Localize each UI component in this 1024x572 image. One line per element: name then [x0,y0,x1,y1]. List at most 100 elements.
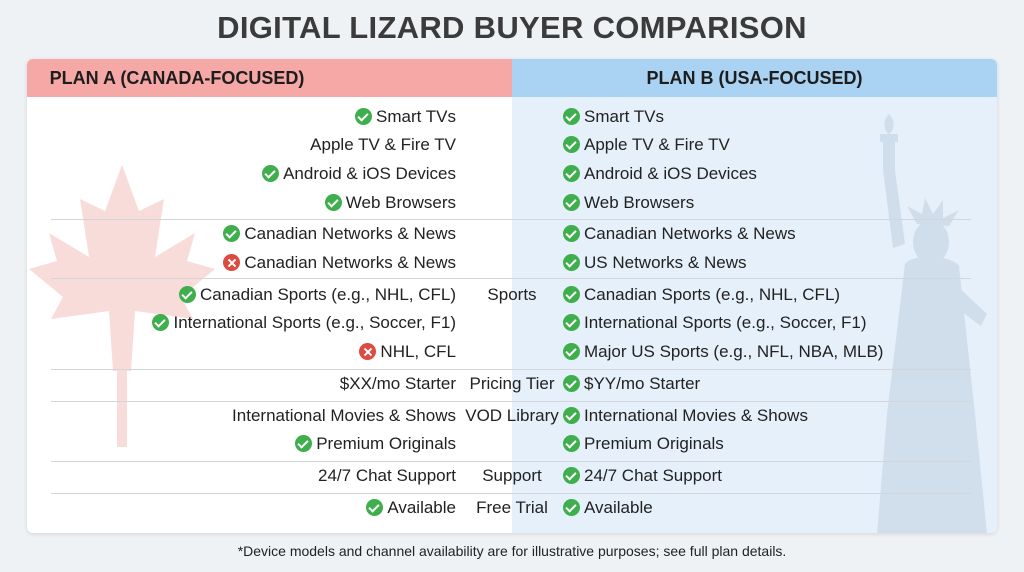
check-icon [563,225,580,242]
plan-a-feature-text: International Movies & Shows [232,406,456,425]
plan-a-feature-text: Canadian Networks & News [244,224,456,243]
check-icon [563,136,580,153]
category-label: Support [482,466,542,485]
plan-b-feature-text: Android & iOS Devices [584,164,757,183]
plan-a-feature-text: Apple TV & Fire TV [310,135,456,154]
plan-a-header-label: PLAN A (CANADA-FOCUSED) [49,68,305,88]
cross-icon [223,254,241,271]
plan-a-feature-text: Canadian Sports (e.g., NHL, CFL) [199,285,456,304]
check-icon [563,108,580,125]
section-divider [51,401,971,402]
check-icon [563,254,580,271]
table-row: Premium Originals Premium Originals [27,429,997,458]
section-divider [51,278,971,279]
plan-b-feature-text: Major US Sports (e.g., NFL, NBA, MLB) [584,342,884,361]
plan-b-header [512,59,997,97]
plan-b-feature-text: US Networks & News [584,253,747,272]
plan-a-cell: Canadian Networks & News [223,248,456,277]
plan-b-cell: Canadian Networks & News [563,219,796,248]
plan-a-cell: NHL, CFL [359,337,456,366]
statue-of-liberty-icon [877,114,987,533]
plan-b-cell: Android & iOS Devices [563,159,757,188]
check-icon [563,343,580,360]
plan-b-feature-text: $YY/mo Starter [584,374,701,393]
table-row: Canadian Sports (e.g., NHL, CFL) Sports Ca… [27,280,997,309]
plan-a-feature-text: $XX/mo Starter [339,374,456,393]
plan-a-feature-text: Available [387,498,456,517]
cross-icon [359,343,377,360]
plan-a-cell: $XX/mo Starter [340,369,456,398]
plan-a-cell: 24/7 Chat Support [318,461,456,490]
category-label: VOD Library [465,406,559,425]
check-icon [563,467,580,484]
check-icon [563,194,580,211]
check-icon [324,194,342,211]
plan-b-cell: 24/7 Chat Support [563,461,722,490]
category-label: Sports [487,285,537,304]
table-row: Web Browsers Web Browsers [27,188,997,217]
plan-a-feature-text: Premium Originals [316,434,456,453]
check-icon [563,375,580,392]
section-divider [51,219,971,220]
check-icon [178,286,196,303]
table-row: International Movies & Shows VOD Library I… [27,401,997,430]
check-icon [223,225,241,242]
plan-b-feature-text: International Sports (e.g., Soccer, F1) [584,313,867,332]
check-icon [366,499,384,516]
plan-b-cell: Smart TVs [563,102,664,131]
plan-a-cell: Apple TV & Fire TV [310,130,456,159]
check-icon [295,435,313,452]
table-row: $XX/mo Starter Pricing Tier $YY/mo Starter [27,369,997,398]
plan-b-cell: Canadian Sports (e.g., NHL, CFL) [563,280,840,309]
check-icon [563,435,580,452]
plan-b-cell: International Movies & Shows [563,401,808,430]
plan-b-cell: International Sports (e.g., Soccer, F1) [563,308,867,337]
plan-a-cell: Premium Originals [295,429,456,458]
plan-b-feature-text: Apple TV & Fire TV [584,135,730,154]
table-row: International Sports (e.g., Soccer, F1) I… [27,308,997,337]
plan-a-feature-text: Canadian Networks & News [244,253,456,272]
plan-b-cell: Premium Originals [563,429,724,458]
table-row: Canadian Networks & News Canadian Network… [27,219,997,248]
plan-b-cell: Major US Sports (e.g., NFL, NBA, MLB) [563,337,883,366]
plan-b-feature-text: Smart TVs [584,107,664,126]
table-row: Available Free Trial Available [27,493,997,522]
section-divider [51,493,971,494]
plan-a-feature-text: 24/7 Chat Support [318,466,456,485]
plan-b-feature-text: 24/7 Chat Support [584,466,722,485]
table-row: Android & iOS Devices Android & iOS Devic… [27,159,997,188]
plan-a-cell: Web Browsers [324,188,456,217]
plan-a-header [27,59,512,97]
plan-a-cell: International Movies & Shows [232,401,456,430]
maple-leaf-icon [29,165,215,447]
plan-b-feature-text: Canadian Sports (e.g., NHL, CFL) [584,285,841,304]
plan-a-cell: International Sports (e.g., Soccer, F1) [152,308,456,337]
table-row: NHL, CFL Major US Sports (e.g., NFL, NBA,… [27,337,997,366]
check-icon [262,165,280,182]
plan-a-feature-text: Android & iOS Devices [283,164,456,183]
comparison-table: PLAN A (CANADA-FOCUSED) PLAN B (USA-FOCU… [27,59,997,533]
check-icon [563,165,580,182]
plan-a-cell: Smart TVs [355,102,456,131]
table-row: Smart TVs Smart TVs [27,102,997,131]
plan-a-feature-text: Web Browsers [345,193,456,212]
plan-b-cell: $YY/mo Starter [563,369,700,398]
plan-b-feature-text: Web Browsers [584,193,695,212]
table-row: Apple TV & Fire TV Apple TV & Fire TV [27,130,997,159]
category-label: Free Trial [476,498,548,517]
check-icon [563,286,580,303]
check-icon [152,314,170,331]
section-divider [51,369,971,370]
plan-b-feature-text: Premium Originals [584,434,724,453]
check-icon [563,499,580,516]
check-icon [563,407,580,424]
plan-b-feature-text: International Movies & Shows [584,406,808,425]
plan-b-cell: Web Browsers [563,188,694,217]
plan-b-feature-text: Canadian Networks & News [584,224,796,243]
plan-a-cell: Canadian Sports (e.g., NHL, CFL) [178,280,456,309]
footnote: *Device models and channel availability … [237,543,787,559]
plan-b-header-label: PLAN B (USA-FOCUSED) [646,68,863,88]
category-label: Pricing Tier [469,374,555,393]
plan-a-cell: Android & iOS Devices [262,159,456,188]
table-row: 24/7 Chat Support Support 24/7 Chat Suppor… [27,461,997,490]
